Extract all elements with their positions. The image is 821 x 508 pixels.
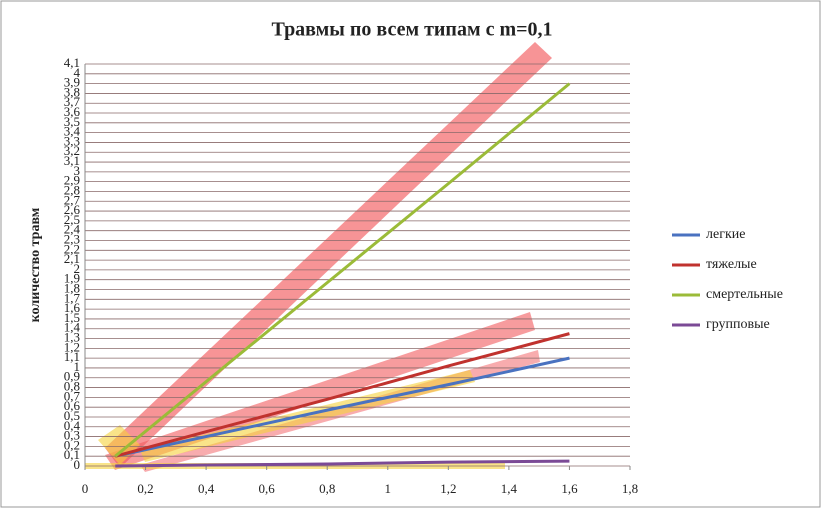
series-line <box>114 332 570 458</box>
y-tick-label: 3,2 <box>64 143 80 158</box>
y-tick-label: 1,8 <box>64 280 80 295</box>
y-tick-label: 1,2 <box>64 339 80 354</box>
y-tick-label: 1,7 <box>64 290 81 305</box>
x-tick-label: 1,4 <box>501 481 518 496</box>
x-tick-label: 1 <box>385 481 392 496</box>
y-tick-label: 0,7 <box>64 388 81 403</box>
x-tick-label: 1,2 <box>440 481 456 496</box>
y-tick-label: 2,5 <box>64 212 80 227</box>
y-tick-label: 3,5 <box>64 114 80 129</box>
x-tick-label: 0,6 <box>259 481 276 496</box>
y-tick-label: 1,4 <box>64 320 81 335</box>
x-tick-label: 0,4 <box>198 481 215 496</box>
x-tick-label: 0 <box>82 481 89 496</box>
y-tick-label: 2,1 <box>64 251 80 266</box>
y-tick-label: 1,9 <box>64 271 80 286</box>
y-tick-label: 1,3 <box>64 330 80 345</box>
y-tick-label: 2,8 <box>64 182 80 197</box>
x-tick-label: 1,6 <box>561 481 578 496</box>
y-tick-label: 1,5 <box>64 310 80 325</box>
series-line <box>114 356 570 458</box>
y-tick-label: 3,1 <box>64 153 80 168</box>
series-line <box>115 459 570 468</box>
x-tick-label: 0,8 <box>319 481 335 496</box>
x-tick-label: 0,2 <box>137 481 153 496</box>
legend-label: групповые <box>706 317 770 332</box>
y-tick-label: 3,7 <box>64 94 81 109</box>
x-tick-label: 1,8 <box>622 481 638 496</box>
y-tick-label: 1,6 <box>64 300 81 315</box>
y-tick-label: 3 <box>74 163 81 178</box>
y-tick-label: 3,6 <box>64 104 81 119</box>
y-tick-label: 2,6 <box>64 202 81 217</box>
y-tick-label: 2,2 <box>64 241 80 256</box>
y-tick-label: 2,4 <box>64 222 81 237</box>
y-tick-label: 0,3 <box>64 428 80 443</box>
y-tick-label: 3,4 <box>64 124 81 139</box>
y-tick-label: 0,2 <box>64 437 80 452</box>
y-axis-label: количество травм <box>28 207 43 322</box>
y-tick-label: 2,7 <box>64 192 81 207</box>
y-tick-label: 4,1 <box>64 55 80 70</box>
y-tick-label: 1,1 <box>64 349 80 364</box>
highlight <box>140 370 475 462</box>
y-tick-label: 0,4 <box>64 418 81 433</box>
highlight <box>105 42 552 468</box>
y-tick-label: 2,3 <box>64 231 80 246</box>
y-tick-label: 0,1 <box>64 447 80 462</box>
legend-label: тяжелые <box>706 257 757 272</box>
y-tick-label: 3,9 <box>64 75 80 90</box>
y-tick-label: 0,9 <box>64 369 80 384</box>
y-tick-label: 0,5 <box>64 408 80 423</box>
y-tick-label: 0,8 <box>64 379 80 394</box>
chart-title: Травмы по всем типам с m=0,1 <box>271 19 552 41</box>
y-tick-label: 2,9 <box>64 173 80 188</box>
y-tick-label: 1 <box>74 359 81 374</box>
y-tick-label: 0,6 <box>64 398 81 413</box>
series-line <box>114 82 571 458</box>
highlight <box>98 425 140 465</box>
y-tick-label: 3,8 <box>64 84 80 99</box>
y-tick-label: 4 <box>74 65 81 80</box>
legend-label: легкие <box>706 227 745 242</box>
y-tick-label: 0 <box>74 457 81 472</box>
legend-label: смертельные <box>706 287 783 302</box>
y-tick-label: 2 <box>74 261 81 276</box>
y-tick-label: 3,3 <box>64 133 80 148</box>
